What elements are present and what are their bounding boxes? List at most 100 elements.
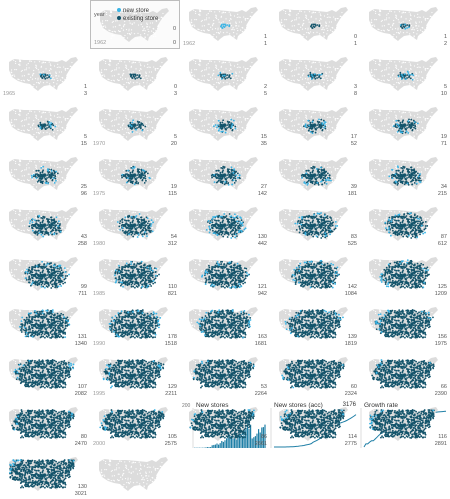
county-dot: [244, 29, 245, 30]
existing-store-point: [223, 167, 225, 169]
county-dot: [394, 11, 395, 12]
county-dot: [121, 61, 122, 62]
county-dot: [123, 26, 124, 27]
county-dot: [431, 112, 432, 113]
county-dot: [63, 116, 64, 117]
county-dot: [67, 224, 68, 225]
county-dot: [306, 68, 307, 69]
new-store-point: [323, 127, 325, 129]
county-dot: [152, 22, 153, 23]
existing-store-point: [134, 233, 136, 235]
county-dot: [104, 126, 105, 127]
county-dot: [389, 61, 390, 62]
county-dot: [24, 180, 25, 181]
county-dot: [56, 133, 57, 134]
county-dot: [313, 62, 314, 63]
county-dot: [109, 61, 110, 62]
county-dot: [401, 12, 402, 13]
existing-store-point: [234, 182, 236, 184]
county-dot: [376, 119, 377, 120]
existing-store-point: [148, 227, 150, 229]
existing-store-point: [48, 76, 50, 78]
new-store-point: [305, 172, 307, 174]
county-dot: [311, 17, 312, 18]
county-dot: [373, 78, 374, 79]
county-dot: [334, 79, 335, 80]
existing-store-point: [226, 174, 228, 176]
panel-year: 1970: [93, 141, 105, 147]
county-dot: [240, 180, 241, 181]
county-dot: [422, 35, 423, 36]
county-dot: [240, 17, 241, 18]
county-dot: [103, 110, 104, 111]
county-dot: [225, 162, 226, 163]
existing-store-point: [39, 228, 41, 230]
county-dot: [115, 31, 116, 32]
county-dot: [120, 227, 121, 228]
new-store-point: [45, 182, 47, 184]
county-dot: [299, 30, 300, 31]
county-dot: [22, 125, 23, 126]
panel-map: [270, 150, 360, 199]
county-dot: [29, 61, 30, 62]
county-dot: [148, 116, 149, 117]
existing-store-point: [226, 124, 228, 126]
county-dot: [125, 128, 126, 129]
county-dot: [211, 111, 212, 112]
existing-store-point: [48, 126, 50, 128]
county-dot: [399, 22, 400, 23]
county-dot: [161, 67, 162, 68]
county-dot: [380, 137, 381, 138]
county-dot: [37, 129, 38, 130]
county-dot: [413, 132, 414, 133]
county-dot: [28, 63, 29, 64]
county-dot: [199, 61, 200, 62]
county-dot: [291, 80, 292, 81]
county-dot: [64, 129, 65, 130]
county-dot: [237, 167, 238, 168]
county-dot: [104, 29, 105, 30]
new-store-point: [417, 122, 419, 124]
new-store-point: [135, 129, 137, 131]
county-dot: [20, 237, 21, 238]
county-dot: [23, 230, 24, 231]
county-dot: [420, 67, 421, 68]
panel-map: [180, 150, 270, 199]
county-dot: [123, 70, 124, 71]
county-dot: [114, 225, 115, 226]
county-dot: [417, 114, 418, 115]
county-dot: [291, 21, 292, 22]
existing-store-point: [38, 176, 40, 178]
county-dot: [378, 14, 379, 15]
county-dot: [396, 186, 397, 187]
county-dot: [113, 21, 114, 22]
county-dot: [19, 164, 20, 165]
county-dot: [336, 177, 337, 178]
county-dot: [329, 71, 330, 72]
county-dot: [299, 61, 300, 62]
county-dot: [11, 127, 12, 128]
existing-store-point: [229, 74, 231, 76]
county-dot: [154, 118, 155, 119]
county-dot: [191, 169, 192, 170]
existing-store-point: [230, 77, 232, 79]
county-dot: [416, 28, 417, 29]
county-dot: [199, 164, 200, 165]
county-dot: [12, 225, 13, 226]
new-store-point: [53, 177, 55, 179]
county-dot: [409, 61, 410, 62]
county-dot: [113, 130, 114, 131]
county-dot: [114, 75, 115, 76]
county-dot: [306, 65, 307, 66]
county-dot: [202, 175, 203, 176]
county-dot: [422, 131, 423, 132]
county-dot: [411, 25, 412, 26]
county-dot: [210, 77, 211, 78]
county-dot: [425, 169, 426, 170]
existing-store-point: [134, 231, 136, 233]
county-dot: [324, 79, 325, 80]
county-dot: [191, 77, 192, 78]
county-dot: [283, 178, 284, 179]
existing-store-point: [315, 179, 317, 181]
